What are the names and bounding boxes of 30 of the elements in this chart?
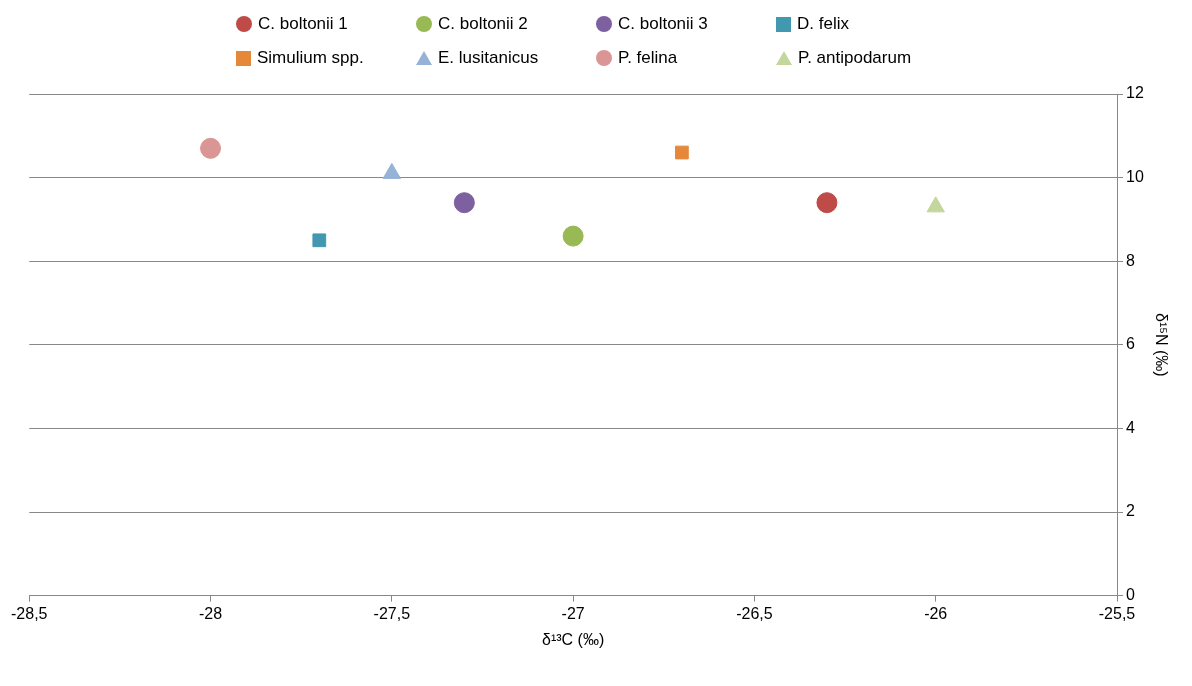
legend-label: P. felina <box>618 48 678 68</box>
x-tick-label: -28,5 <box>11 604 48 622</box>
y-tick-label: 12 <box>1126 84 1144 102</box>
x-tick-label: -27,5 <box>373 604 411 622</box>
legend-label: P. antipodarum <box>798 48 912 68</box>
legend-label: C. boltonii 3 <box>618 14 708 34</box>
x-tick-label: -26 <box>924 604 948 622</box>
legend-label: Simulium spp. <box>257 48 364 68</box>
y-tick-label: 8 <box>1126 251 1135 269</box>
x-tick-label: -28 <box>198 604 223 622</box>
y-tick-label: 4 <box>1126 418 1135 436</box>
y-axis-title: δ¹⁵N (‰) <box>1152 313 1170 377</box>
point <box>816 192 838 214</box>
legend-label: C. boltonii 1 <box>258 14 348 34</box>
y-tick-label: 6 <box>1126 335 1135 353</box>
y-tick-label: 10 <box>1126 168 1144 186</box>
x-tick-label: -25,5 <box>1098 604 1136 622</box>
point <box>312 233 327 248</box>
x-tick-label: -27 <box>561 604 585 622</box>
legend-label: D. felix <box>797 14 849 34</box>
point <box>200 137 222 159</box>
point <box>453 192 475 214</box>
legend-label: C. boltonii 2 <box>438 14 528 34</box>
x-axis-title: δ¹³C (‰) <box>542 630 605 648</box>
y-tick-label: 2 <box>1126 502 1135 520</box>
x-tick-label: -26,5 <box>736 604 773 622</box>
legend-label: E. lusitanicus <box>438 48 539 68</box>
point <box>675 145 689 160</box>
y-tick-label: 0 <box>1126 586 1135 604</box>
point <box>562 225 584 247</box>
